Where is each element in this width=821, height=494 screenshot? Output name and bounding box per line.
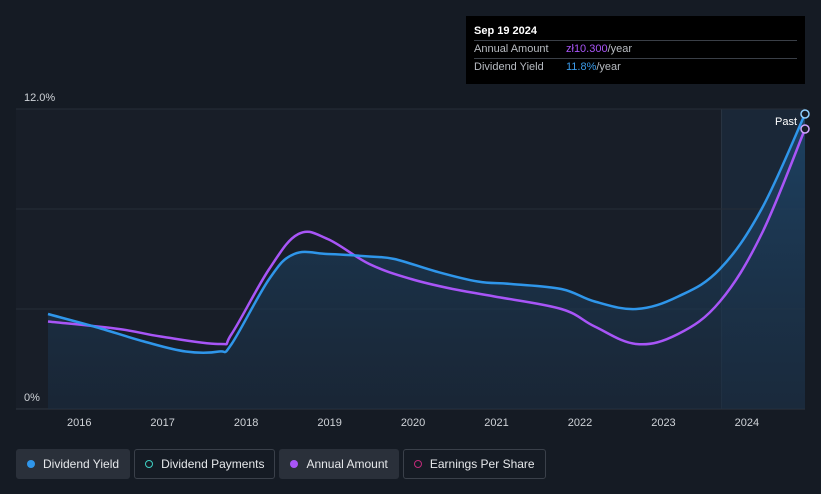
tooltip-dividend-yield-value: 11.8%	[566, 61, 597, 73]
x-tick-label: 2018	[234, 417, 258, 429]
annual-amount-end-marker	[800, 124, 810, 134]
legend-earnings-per-share-button[interactable]: Earnings Per Share	[402, 449, 546, 479]
dividend-yield-line	[47, 113, 807, 354]
tooltip-annual-amount-unit: /year	[607, 43, 633, 55]
legend-annual-amount-label: Annual Amount	[306, 457, 388, 471]
tooltip-annual-amount-label: Annual Amount	[474, 43, 549, 55]
earnings-per-share-ring-icon	[413, 460, 422, 468]
tooltip-date: Sep 19 2024	[474, 25, 537, 37]
dividend-yield-dot-icon	[27, 460, 35, 468]
tooltip-panel: Sep 19 2024 Annual Amount zł10.300 /year…	[466, 16, 805, 84]
legend-dividend-yield-label: Dividend Yield	[43, 457, 120, 471]
x-tick-label: 2021	[484, 417, 508, 429]
x-tick-label: 2020	[401, 417, 425, 429]
dividend-payments-ring-icon	[145, 460, 154, 468]
x-tick-label: 2023	[651, 417, 675, 429]
x-tick-label: 2017	[150, 417, 174, 429]
tooltip-annual-amount-row: Annual Amount zł10.300 /year	[474, 40, 797, 58]
y-axis-ticks: 12.0% 0%	[24, 92, 55, 404]
annual-amount-line	[47, 128, 807, 346]
x-axis-ticks: 2016 2017 2018 2019 2020 2021 2022 2023 2024	[67, 417, 759, 429]
y-tick-label: 0%	[24, 392, 40, 404]
dividend-yield-end-marker	[800, 109, 810, 119]
tooltip-dividend-yield-unit: /year	[596, 61, 621, 73]
y-tick-label: 12.0%	[24, 92, 55, 104]
x-tick-label: 2016	[67, 417, 91, 429]
x-tick-label: 2024	[735, 417, 759, 429]
legend-annual-amount-button[interactable]: Annual Amount	[279, 449, 399, 479]
chart-legend: Dividend Yield Dividend Payments Annual …	[16, 449, 546, 479]
tooltip-dividend-yield-row: Dividend Yield 11.8% /year	[474, 58, 797, 76]
x-tick-label: 2019	[317, 417, 341, 429]
x-tick-label: 2022	[568, 417, 592, 429]
tooltip-dividend-yield-label: Dividend Yield	[474, 61, 544, 73]
legend-dividend-yield-button[interactable]: Dividend Yield	[16, 449, 131, 479]
tooltip-annual-amount-value: zł10.300	[566, 43, 608, 55]
legend-dividend-payments-button[interactable]: Dividend Payments	[134, 449, 276, 479]
past-label: Past	[775, 116, 797, 128]
legend-earnings-per-share-label: Earnings Per Share	[429, 457, 535, 471]
legend-dividend-payments-label: Dividend Payments	[161, 457, 265, 471]
annual-amount-dot-icon	[290, 460, 299, 468]
